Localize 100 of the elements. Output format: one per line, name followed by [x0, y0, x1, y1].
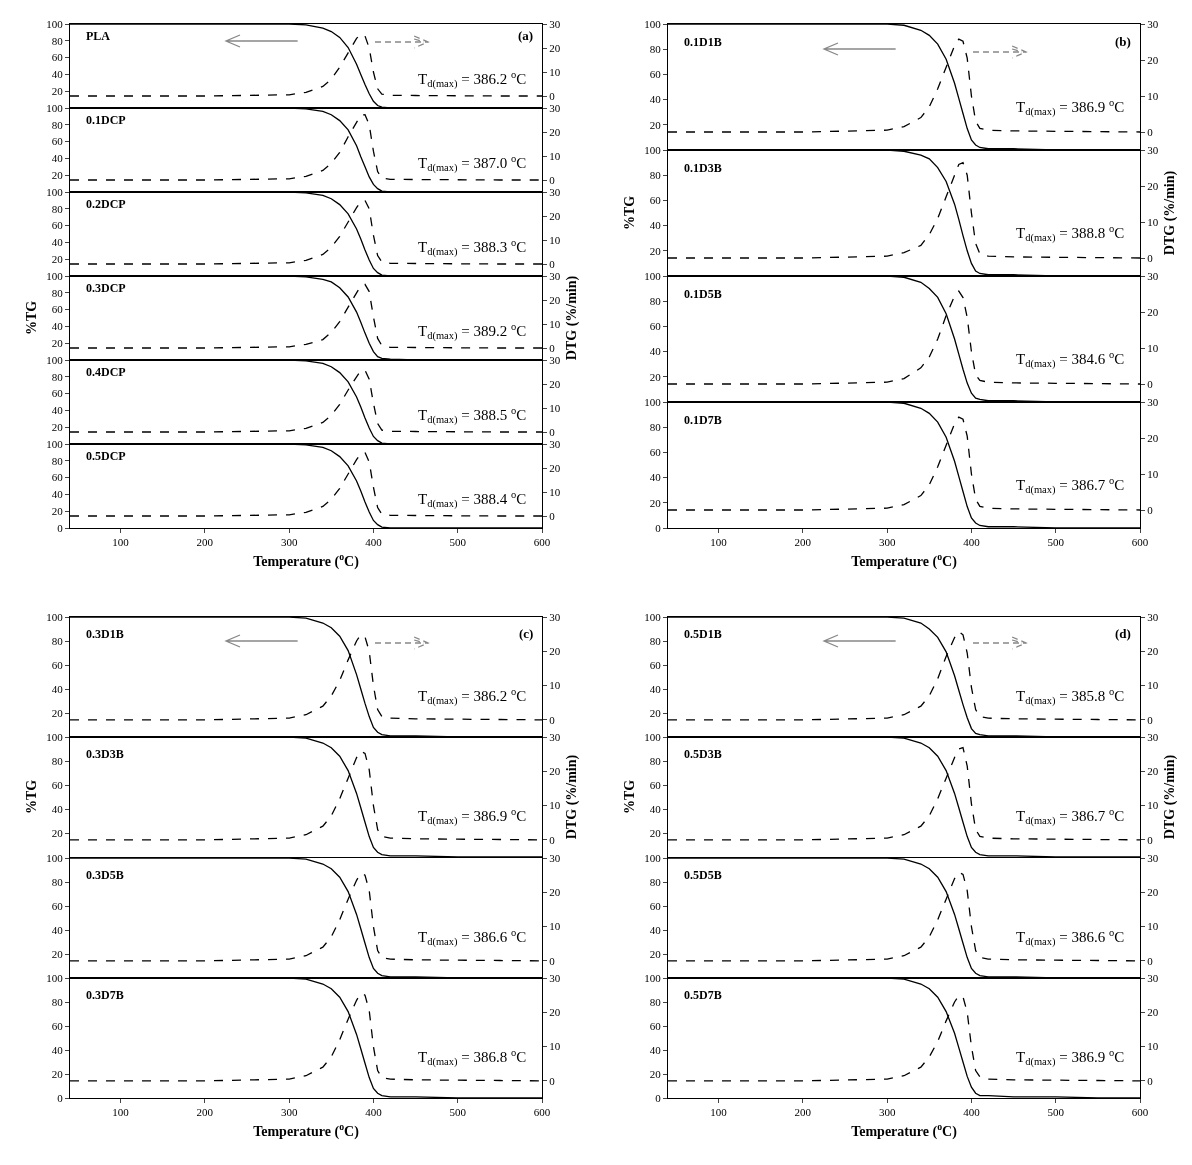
y-tick-label: 100	[46, 269, 64, 282]
annotation: 0.5D3B	[684, 747, 722, 762]
y2-tick-label: 30	[549, 731, 561, 744]
y-axis-title: %TG	[621, 195, 637, 231]
y-tick-label: 40	[51, 236, 64, 249]
y-axis-title: %TG	[621, 780, 637, 815]
y-tick-label: 40	[649, 471, 662, 484]
x-tick-label: 400	[365, 536, 383, 549]
x-tick-label: 600	[1131, 536, 1149, 549]
y2-tick-label: 10	[549, 233, 561, 246]
y2-tick-label: 20	[549, 885, 561, 898]
y2-tick-label: 30	[1147, 395, 1159, 408]
y-tick-label: 80	[51, 286, 64, 299]
annotation: 0.5D1B	[684, 627, 722, 641]
y2-tick-label: 20	[1147, 431, 1159, 444]
y-tick-label: 100	[644, 395, 662, 408]
y2-tick-label: 30	[1147, 143, 1159, 156]
y-tick-label: 20	[649, 244, 662, 257]
annotation: T$_{d(max)}$ = 386.8 $^{o}$C	[418, 1046, 527, 1069]
x-axis-title: Temperature ($^{o}$C)	[851, 1120, 958, 1140]
annotation: T$_{d(max)}$ = 386.7 $^{o}$C	[1016, 475, 1125, 497]
x-tick-label: 100	[112, 536, 130, 549]
y-tick-label: 80	[649, 43, 662, 56]
x-tick-label: 300	[878, 1105, 896, 1118]
y-tick-label: 80	[649, 421, 662, 434]
y2-tick-label: 10	[549, 679, 561, 692]
y2-tick-label: 30	[549, 185, 561, 198]
y2-tick-label: 30	[1147, 610, 1159, 623]
x-axis-title: Temperature ($^{o}$C)	[253, 1120, 360, 1140]
annotation: (b)	[1115, 34, 1131, 49]
y2-tick-label: 20	[549, 125, 561, 138]
annotation: T$_{d(max)}$ = 388.5 $^{o}$C	[418, 405, 527, 427]
x-tick-label: 500	[1047, 1105, 1065, 1118]
y-tick-label: 0	[57, 521, 64, 534]
x-tick-label: 400	[365, 1105, 383, 1118]
y-tick-label: 60	[51, 51, 64, 64]
y2-tick-label: 30	[1147, 971, 1159, 984]
annotation: T$_{d(max)}$ = 386.7 $^{o}$C	[1016, 806, 1125, 828]
y2-tick-label: 0	[549, 833, 556, 846]
y-tick-label: 80	[51, 34, 64, 47]
y-tick-label: 60	[51, 658, 64, 671]
y2-tick-label: 0	[549, 173, 556, 186]
x-axis-title: Temperature ($^{o}$C)	[851, 550, 958, 570]
y2-tick-label: 20	[1147, 179, 1159, 192]
y2-tick-label: 20	[549, 645, 561, 658]
y-tick-label: 40	[649, 803, 662, 816]
annotation: T$_{d(max)}$ = 389.2 $^{o}$C	[418, 321, 527, 343]
y-tick-label: 100	[46, 17, 64, 30]
y-tick-label: 60	[51, 899, 64, 912]
y-tick-label: 100	[644, 971, 662, 984]
y-tick-label: 100	[46, 437, 64, 450]
y2-tick-label: 30	[549, 353, 561, 366]
y-tick-label: 60	[649, 658, 662, 671]
y-tick-label: 60	[649, 446, 662, 459]
annotation: (a)	[518, 28, 534, 43]
annotation: T$_{d(max)}$ = 386.6 $^{o}$C	[418, 926, 527, 948]
y-tick-label: 80	[649, 995, 662, 1008]
y2-axis-title: DTG (%/min)	[564, 754, 580, 840]
y-tick-label: 60	[51, 303, 64, 316]
x-tick-label: 200	[794, 1105, 812, 1118]
annotation: T$_{d(max)}$ = 388.8 $^{o}$C	[1016, 223, 1125, 245]
y-tick-label: 20	[51, 947, 64, 960]
y2-tick-label: 30	[1147, 269, 1159, 282]
y2-tick-label: 0	[1147, 377, 1154, 390]
y2-tick-label: 30	[1147, 851, 1159, 864]
y-tick-label: 40	[51, 152, 64, 165]
annotation: 0.3D5B	[86, 867, 124, 882]
y-tick-label: 80	[51, 118, 64, 131]
y-tick-label: 40	[51, 1043, 64, 1056]
x-tick-label: 100	[710, 1105, 728, 1118]
y-tick-label: 100	[46, 731, 64, 744]
x-tick-label: 500	[449, 536, 467, 549]
y2-axis-title: DTG (%/min)	[564, 275, 580, 361]
annotation: 0.1DCP	[86, 113, 126, 127]
y2-tick-label: 20	[1147, 765, 1159, 778]
y-tick-label: 0	[655, 521, 662, 534]
y-tick-label: 80	[51, 454, 64, 467]
y2-tick-label: 0	[1147, 251, 1154, 264]
y2-tick-label: 20	[549, 461, 561, 474]
x-tick-label: 500	[449, 1105, 467, 1118]
annotation: T$_{d(max)}$ = 384.6 $^{o}$C	[1016, 349, 1125, 371]
annotation: 0.4DCP	[86, 365, 126, 379]
annotation: 0.5D7B	[684, 987, 722, 1002]
y2-tick-label: 30	[549, 610, 561, 623]
x-tick-label: 200	[196, 536, 214, 549]
y-tick-label: 20	[649, 947, 662, 960]
annotation: 0.5D5B	[684, 867, 722, 882]
y-tick-label: 40	[649, 219, 662, 232]
x-tick-label: 100	[710, 536, 728, 549]
y2-tick-label: 20	[1147, 53, 1159, 66]
y-tick-label: 60	[51, 135, 64, 148]
y2-tick-label: 0	[549, 425, 556, 438]
y2-tick-label: 0	[1147, 1074, 1154, 1087]
y-tick-label: 40	[649, 93, 662, 106]
y2-axis-title: DTG (%/min)	[1162, 170, 1178, 256]
y-tick-label: 80	[51, 755, 64, 768]
annotation: (c)	[519, 626, 534, 641]
y2-tick-label: 20	[549, 209, 561, 222]
x-axis-title: Temperature ($^{o}$C)	[253, 550, 360, 570]
y-tick-label: 40	[51, 488, 64, 501]
